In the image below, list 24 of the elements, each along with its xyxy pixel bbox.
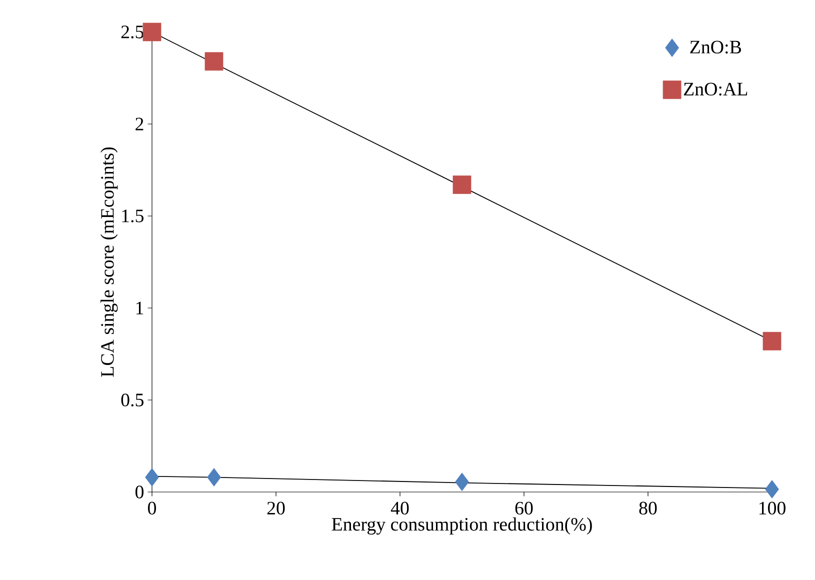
point bbox=[204, 52, 224, 71]
y-tick-label: 1 bbox=[136, 302, 144, 314]
x-tick-label: 60 bbox=[515, 502, 533, 515]
y-tick-label: 0.5 bbox=[121, 394, 144, 406]
point bbox=[455, 472, 469, 492]
y-tick-label: 0 bbox=[135, 486, 144, 498]
point bbox=[762, 332, 782, 350]
point bbox=[765, 480, 779, 498]
x-tick-label: 0 bbox=[148, 502, 156, 515]
x-tick-label: 40 bbox=[390, 502, 409, 515]
y-tick-label: 2 bbox=[136, 118, 144, 130]
y-tick-label: 1.5 bbox=[122, 210, 144, 222]
legend-label: ZnO:B bbox=[690, 40, 742, 54]
x-tick-label: 100 bbox=[759, 502, 786, 515]
point bbox=[207, 468, 221, 486]
x-axis-title: Energy consumption reduction(%) bbox=[332, 517, 592, 535]
point bbox=[452, 176, 472, 194]
x-tick-label: 80 bbox=[639, 502, 657, 515]
x-tick-label: 20 bbox=[267, 502, 285, 515]
y-axis-title: LCA single score (mEcopints) bbox=[100, 147, 118, 377]
y-tick-label: 2.5 bbox=[121, 26, 144, 38]
legend-label: ZnO:AL bbox=[684, 82, 748, 96]
point bbox=[142, 22, 162, 42]
point bbox=[145, 468, 159, 486]
